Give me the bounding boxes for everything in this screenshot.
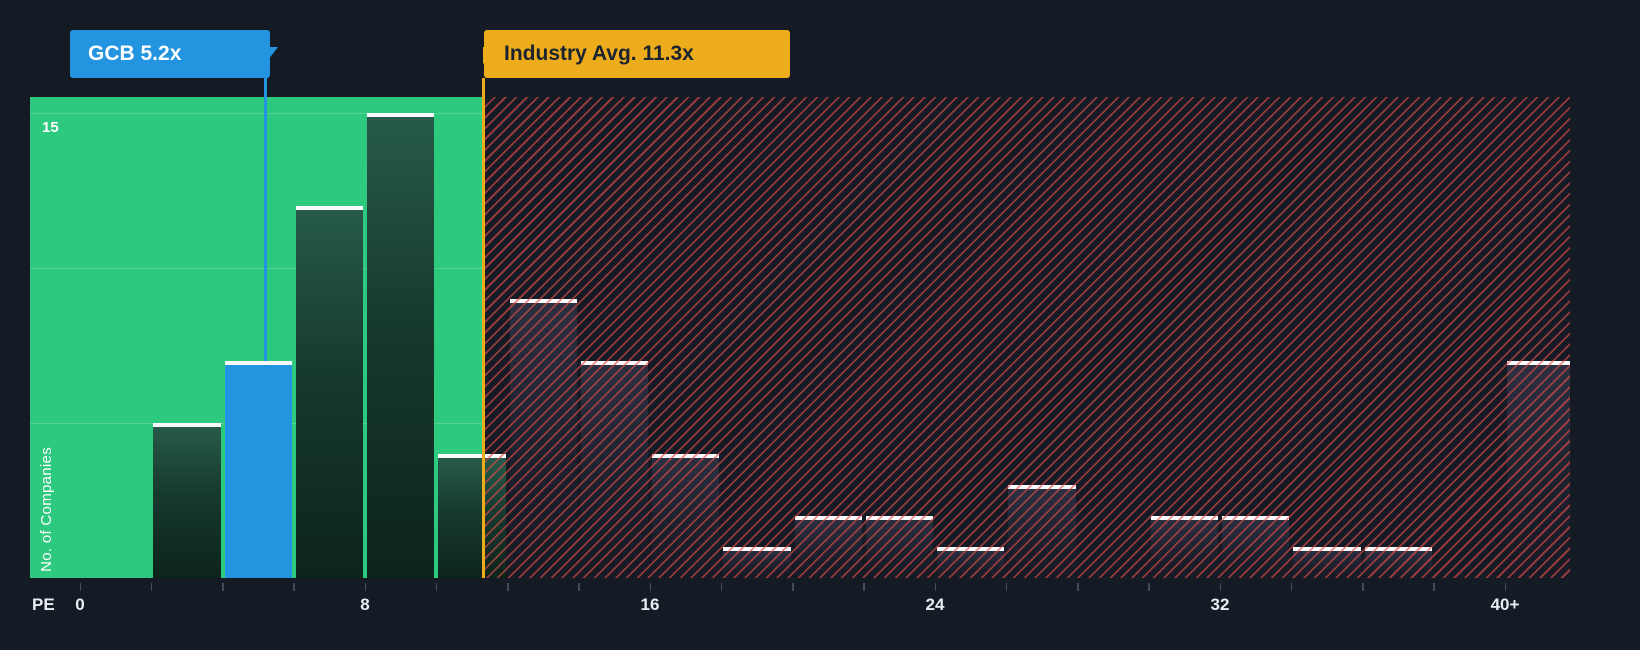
x-tick-24: [934, 583, 936, 591]
x-tick-22: [863, 583, 865, 591]
x-tick-8: [364, 583, 366, 591]
y-gridline-10: [30, 267, 483, 269]
above-average-hatched-region: [482, 97, 1570, 578]
x-tick-6: [293, 583, 295, 591]
x-tick-4: [222, 583, 224, 591]
x-tick-2: [150, 583, 153, 591]
industry-average-line: [481, 78, 485, 578]
histogram-bar-pe-6[interactable]: [295, 205, 363, 578]
x-tick-36: [1362, 583, 1364, 591]
x-axis-label-24: 24: [925, 595, 945, 614]
x-axis-label-32: 32: [1210, 595, 1230, 614]
x-axis-label-16: 16: [640, 595, 660, 614]
y-axis-title: No. of Companies: [38, 447, 55, 572]
x-tick-38: [1433, 583, 1435, 591]
x-axis: PE 0 8 16 24 32 40+: [30, 578, 1570, 638]
x-axis-label-8: 8: [360, 595, 370, 614]
company-marker-line: [264, 78, 268, 361]
industry-average-callout: Industry Avg. 11.3x: [484, 30, 790, 78]
x-axis-label-40+: 40+: [1490, 595, 1520, 614]
x-tick-30: [1148, 583, 1150, 591]
x-tick-28: [1077, 583, 1079, 591]
company-pe-callout: GCB 5.2x: [70, 30, 270, 78]
x-tick-12: [507, 583, 509, 591]
histogram-bar-pe-8[interactable]: [367, 112, 435, 578]
company-pe-label: GCB 5.2x: [88, 42, 182, 65]
x-tick-32: [1219, 583, 1221, 591]
histogram-bar-pe-4[interactable]: [224, 360, 292, 578]
industry-average-label: Industry Avg. 11.3x: [504, 42, 694, 65]
y-gridline-15: [30, 112, 483, 114]
chart-plot-area: 15 No. of Companies: [30, 97, 1570, 578]
x-axis-title: PE: [32, 595, 55, 614]
x-tick-16: [649, 583, 651, 591]
y-axis-tick-15: 15: [42, 118, 59, 136]
x-tick-14: [578, 583, 580, 591]
x-tick-20: [792, 583, 794, 591]
x-tick-10: [435, 583, 438, 591]
x-tick-34: [1290, 583, 1293, 591]
x-tick-40: [1504, 583, 1506, 591]
x-tick-18: [720, 583, 723, 591]
histogram-bar-pe-2[interactable]: [153, 422, 221, 578]
x-axis-label-0: 0: [75, 595, 85, 614]
x-tick-0: [79, 583, 81, 591]
x-tick-26: [1005, 583, 1008, 591]
